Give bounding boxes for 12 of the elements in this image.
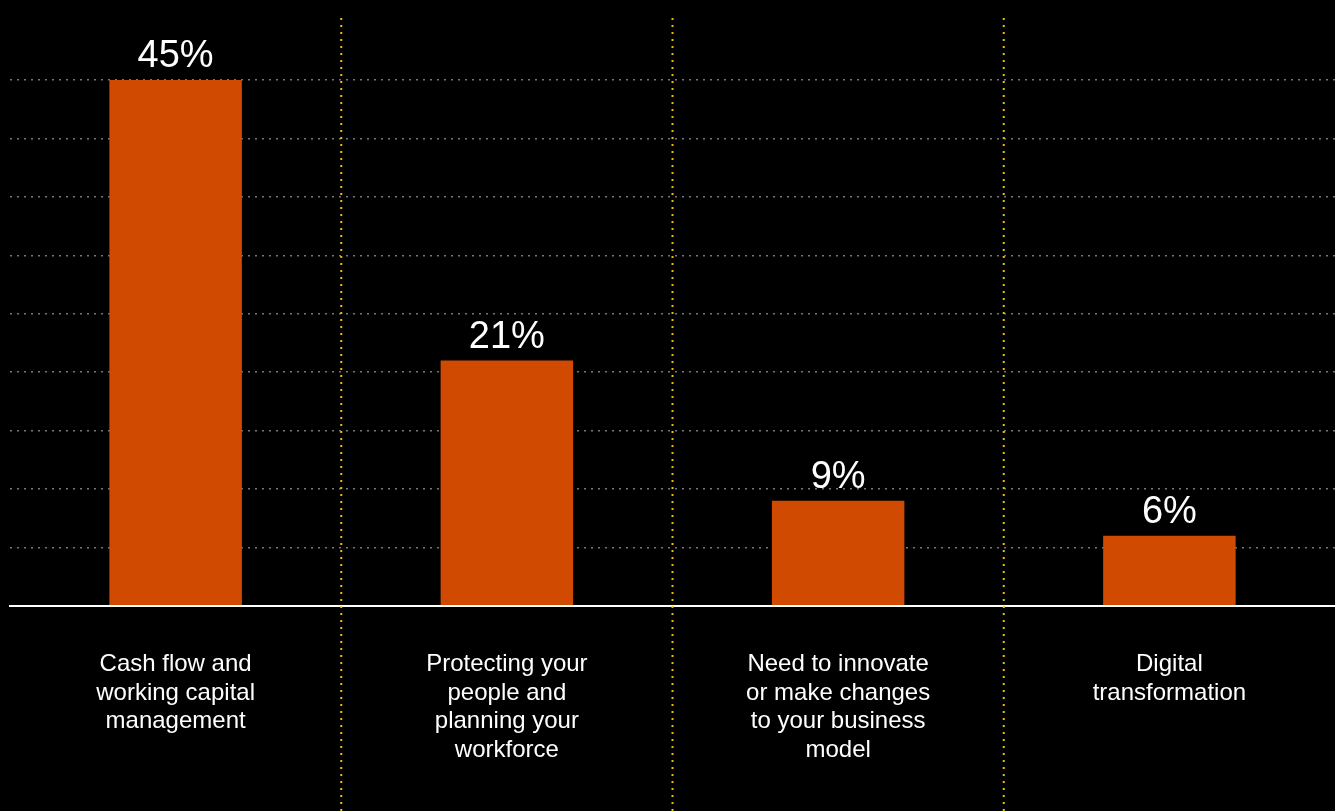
data-label: 21%	[468, 313, 545, 356]
data-label: 6%	[1141, 489, 1197, 532]
bar	[440, 360, 574, 606]
x-tick-label: Digital transformation	[1092, 648, 1247, 705]
x-tick-label: Protecting your people and planning your workforce	[426, 648, 588, 763]
bar	[771, 500, 905, 606]
bar	[1103, 535, 1236, 606]
x-tick-label: Need to innovate or make changes to your business model	[746, 648, 931, 763]
bar	[109, 80, 242, 606]
data-label: 45%	[137, 33, 214, 76]
x-tick-label: Cash flow and working capital management	[95, 648, 255, 734]
data-label: 9%	[810, 454, 866, 497]
